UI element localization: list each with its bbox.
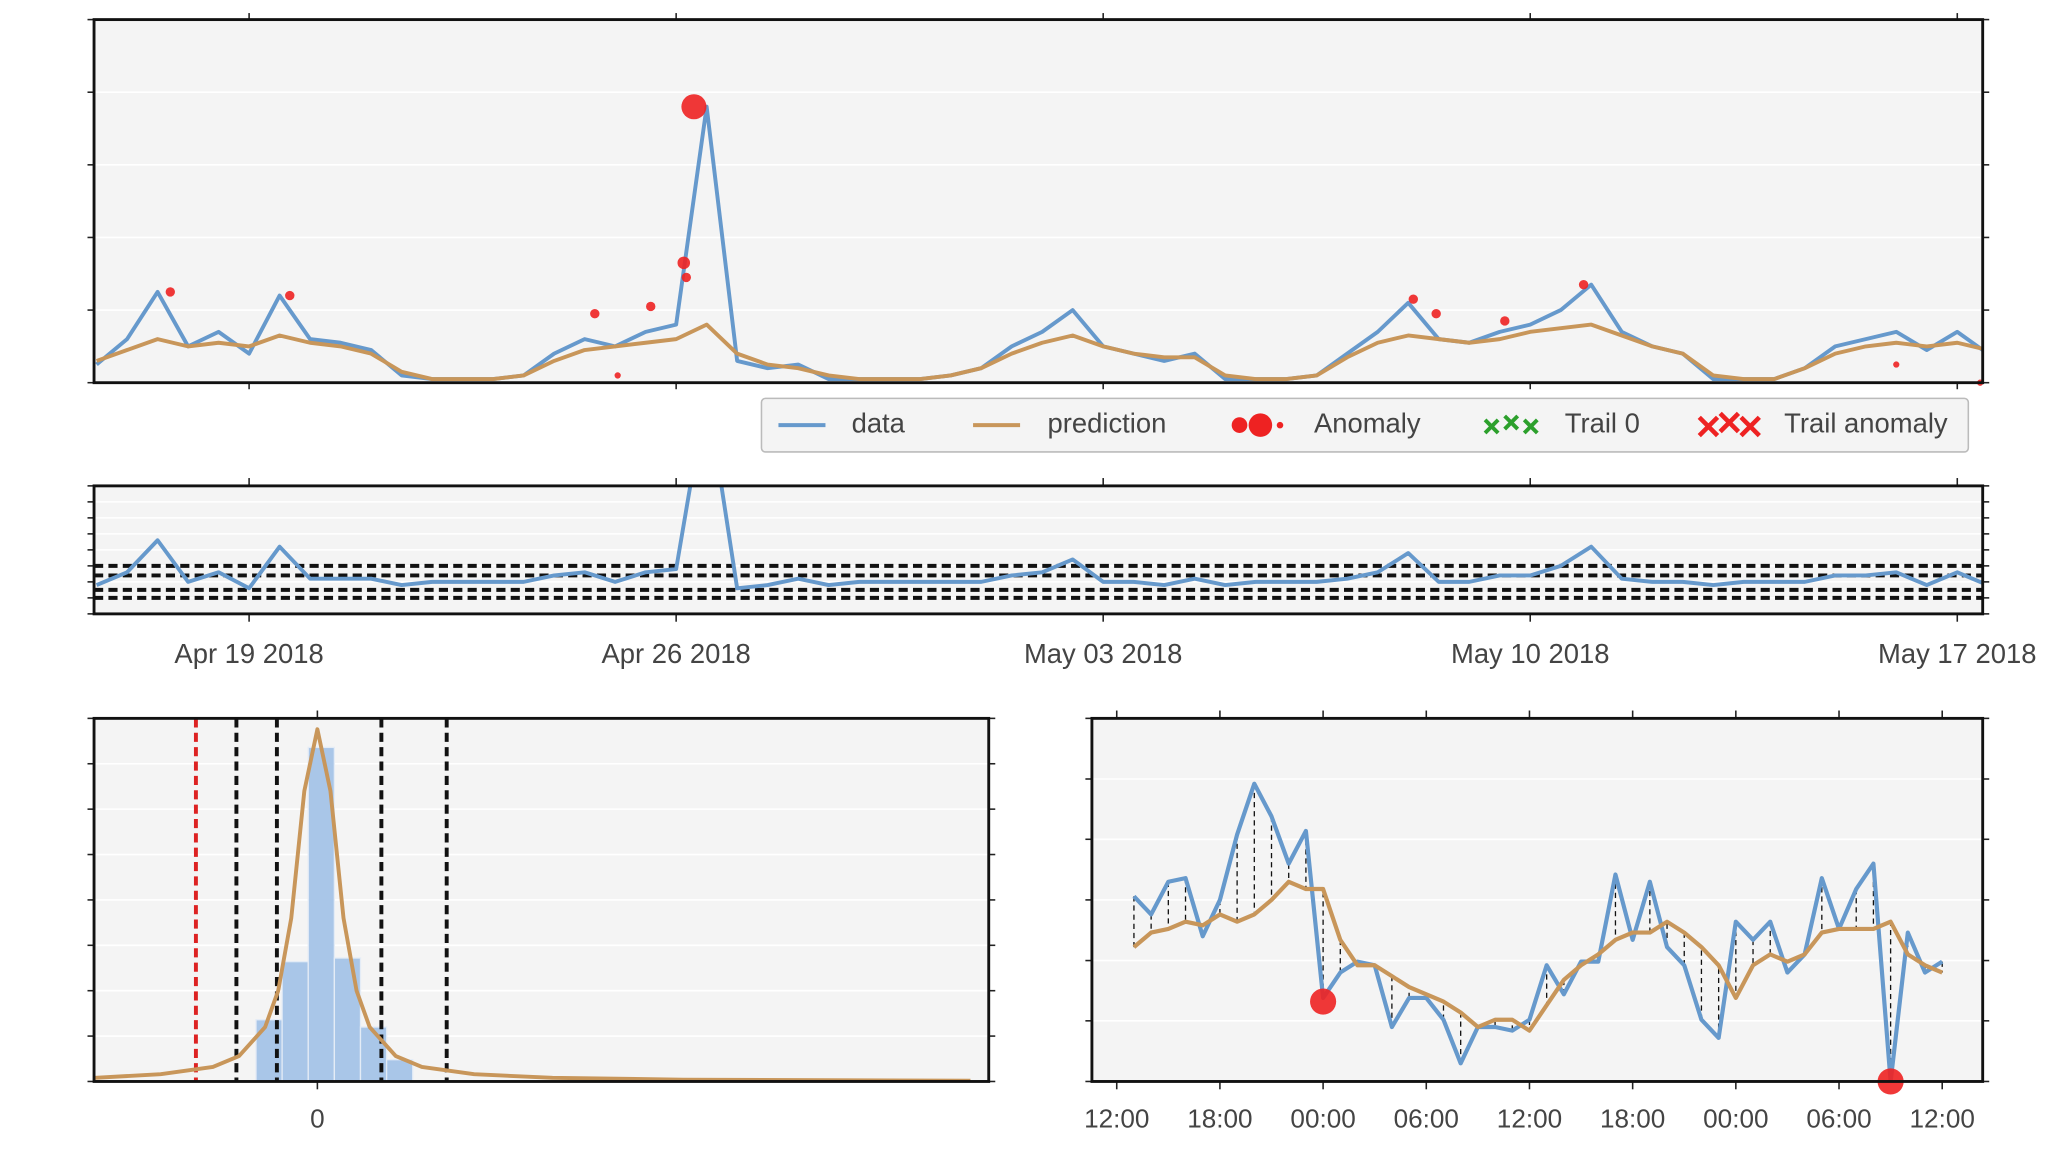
legend-marker: [1248, 413, 1273, 437]
legend-label: data: [852, 407, 906, 438]
histogram-bar: [281, 960, 309, 1082]
x-tick-label: 06:00: [1394, 1104, 1459, 1134]
legend-marker: [1739, 415, 1761, 438]
anomaly-point: [1310, 988, 1337, 1015]
plot-area: [94, 485, 1983, 600]
legend-label: Trail 0: [1565, 407, 1640, 438]
plot-frame: [1090, 716, 1985, 1083]
x-tick-label: 12:00: [1084, 1104, 1149, 1134]
residual-line: [95, 485, 1983, 591]
legend-box: [760, 397, 1970, 453]
anomaly-point: [677, 256, 691, 270]
x-tick-label: 18:00: [1600, 1104, 1665, 1134]
x-tick-label: 0: [310, 1104, 325, 1134]
anomaly-point: [165, 287, 176, 297]
x-tick-label: Apr 19 2018: [174, 638, 323, 669]
anomaly-point: [1893, 361, 1900, 368]
legend-marker: [1718, 411, 1741, 434]
data-line: [1132, 781, 1944, 1082]
legend-marker: [1697, 415, 1720, 438]
anomaly-point: [614, 372, 621, 379]
x-tick-label: 18:00: [1187, 1104, 1252, 1134]
x-tick-label: May 03 2018: [1024, 638, 1182, 669]
plot-area: [95, 104, 1983, 382]
legend-label: Trail anomaly: [1784, 407, 1948, 438]
legend-marker: [1231, 417, 1248, 433]
anomaly-point: [646, 301, 656, 312]
anomaly-point: [1578, 279, 1589, 290]
x-tick-label: Apr 26 2018: [601, 638, 750, 669]
legend-marker: [1483, 418, 1500, 435]
anomaly-point: [681, 94, 707, 120]
x-tick-label: 00:00: [1290, 1104, 1355, 1134]
plot-area: [1132, 781, 1944, 1082]
x-tick-label: 12:00: [1497, 1104, 1562, 1134]
legend-marker: [1522, 418, 1539, 435]
plot-background: [94, 19, 1983, 383]
plot-frame: [92, 18, 1985, 385]
anomaly-point: [681, 272, 692, 283]
legend-label: prediction: [1048, 407, 1167, 438]
x-tick-label: May 17 2018: [1878, 638, 2036, 669]
x-tick-label: 12:00: [1910, 1104, 1975, 1134]
anomaly-point: [590, 309, 600, 319]
plot-area: [95, 718, 971, 1082]
histogram-bar: [333, 957, 362, 1082]
prediction-line: [95, 322, 1983, 382]
legend-marker: [1276, 421, 1284, 429]
anomaly-point: [1431, 309, 1441, 319]
anomaly-point: [285, 290, 295, 301]
plot-frame: [92, 716, 991, 1083]
x-tick-label: 06:00: [1806, 1104, 1871, 1134]
anomaly-point: [1500, 316, 1510, 326]
x-tick-label: 00:00: [1703, 1104, 1768, 1134]
legend-marker: [1503, 414, 1520, 431]
plot-frame: [92, 484, 1985, 616]
prediction-line: [1132, 879, 1944, 1033]
density-curve: [95, 727, 971, 1082]
legend-label: Anomaly: [1314, 407, 1421, 438]
anomaly-point: [1408, 294, 1419, 304]
x-tick-label: May 10 2018: [1451, 638, 1609, 669]
